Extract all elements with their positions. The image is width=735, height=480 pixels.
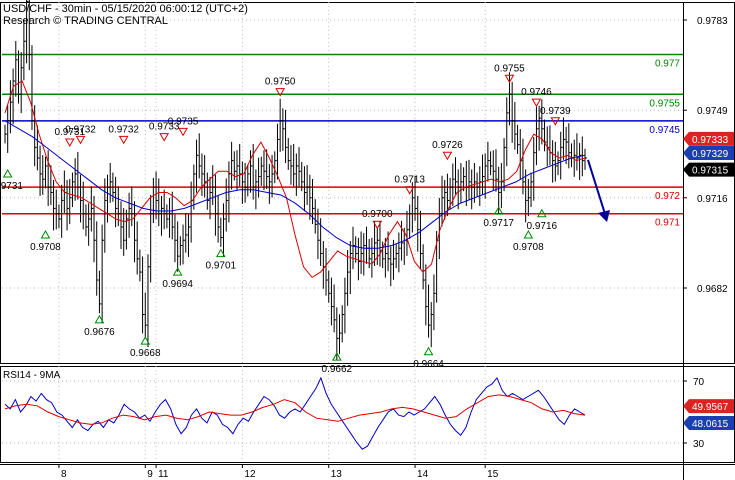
- swing-high-label: 0.9735: [168, 116, 199, 127]
- swing-high-marker: [372, 220, 383, 230]
- swing-high-label: 0.9732: [108, 124, 139, 135]
- level-label: 0.9755: [649, 98, 680, 109]
- price-tick-label: 0.9716: [697, 194, 728, 205]
- swing-low-marker: [331, 352, 342, 361]
- price-badge: [683, 131, 734, 146]
- price-badge: [683, 145, 734, 160]
- x-tick-label: 12: [244, 469, 256, 480]
- rsi-badge-label: 48.0615: [692, 419, 729, 430]
- projection-arrowhead: [598, 209, 610, 222]
- swing-low-label: 0.9676: [84, 327, 115, 338]
- price-tick-label: 0.9783: [697, 16, 728, 27]
- moving-average-slow: [4, 120, 586, 249]
- swing-low-marker: [215, 248, 226, 258]
- x-tick-label: 13: [331, 469, 343, 480]
- swing-high-label: 0.9726: [432, 140, 463, 151]
- level-label: 0.977: [655, 58, 680, 69]
- chart-title: USD/CHF - 30min - 05/15/2020 06:00:12 (U…: [3, 3, 248, 15]
- swing-high-marker: [178, 127, 188, 137]
- swing-high-label: 0.9750: [265, 77, 296, 88]
- swing-high-marker: [275, 88, 286, 97]
- swing-low-marker: [40, 230, 51, 239]
- rsi-badge-label: 49.9567: [692, 402, 729, 413]
- chart-credit: Research © TRADING CENTRAL: [3, 15, 168, 27]
- rsi-ma-line: [4, 394, 586, 425]
- rsi-tick-label: 70: [693, 377, 705, 388]
- swing-low-label: 0.9717: [483, 218, 514, 229]
- swing-low-label: 0.9731: [0, 181, 23, 192]
- price-tick-label: 0.9682: [697, 284, 728, 295]
- swing-high-marker: [159, 133, 170, 142]
- swing-high-marker: [531, 98, 542, 108]
- x-tick-label: 15: [487, 469, 499, 480]
- swing-low-marker: [2, 168, 13, 178]
- x-tick-label: 11: [158, 469, 169, 480]
- swing-low-marker: [172, 267, 183, 276]
- swing-low-label: 0.9664: [413, 359, 444, 370]
- moving-average-fast: [4, 80, 586, 279]
- swing-low-marker: [536, 208, 547, 218]
- projection-arrow: [587, 159, 606, 215]
- level-label: 0.972: [655, 191, 680, 202]
- swing-high-marker: [404, 186, 415, 195]
- swing-low-label: 0.9708: [513, 242, 544, 253]
- x-tick-label: 14: [417, 469, 429, 480]
- swing-low-label: 0.9708: [30, 242, 61, 253]
- swing-low-label: 0.9662: [322, 364, 353, 375]
- swing-high-label: 0.9700: [362, 209, 393, 220]
- swing-high-label: 0.9713: [394, 175, 425, 186]
- rsi-title: RSI14 - 9MA: [3, 370, 61, 381]
- price-tick-label: 0.9749: [697, 106, 728, 117]
- swing-high-label: 0.9746: [521, 87, 552, 98]
- swing-low-label: 0.9701: [206, 261, 237, 272]
- rsi-panel: RSI14 - 9MA 70 30 49.9567 48.0615: [0, 366, 735, 463]
- rsi-badge: [683, 399, 734, 414]
- swing-low-label: 0.9716: [527, 221, 558, 232]
- level-label: 0.9745: [649, 125, 680, 136]
- rsi-tick-label: 30: [693, 439, 705, 450]
- rsi-badge: [683, 416, 734, 431]
- swing-low-marker: [493, 206, 504, 215]
- swing-high-marker: [118, 135, 129, 145]
- swing-high-marker: [504, 74, 515, 84]
- swing-low-label: 0.9668: [130, 348, 161, 359]
- swing-low-marker: [140, 336, 151, 345]
- swing-low-marker: [423, 346, 434, 356]
- swing-high-label: 0.9731: [54, 127, 85, 138]
- swing-high-label: 0.9733: [149, 122, 180, 133]
- swing-high-marker: [442, 151, 453, 161]
- price-badge-label: 0.97329: [692, 149, 729, 160]
- level-label: 0.971: [655, 218, 680, 229]
- swing-high-marker: [64, 138, 75, 147]
- swing-high-label: 0.9739: [540, 106, 571, 117]
- x-axis: 8 9 11 12 13 14 15: [0, 464, 735, 480]
- swing-low-marker: [523, 230, 534, 239]
- swing-low-marker: [94, 314, 105, 324]
- swing-high-marker: [75, 135, 86, 145]
- price-badge-label: 0.97333: [692, 135, 729, 146]
- swing-high-marker: [550, 117, 561, 126]
- swing-high-label: 0.9755: [494, 63, 525, 74]
- price-badge-label: 0.97315: [692, 166, 729, 177]
- swing-high-label: 0.9732: [65, 124, 96, 135]
- x-tick-label: 9: [147, 469, 153, 480]
- swing-low-label: 0.9694: [162, 279, 193, 290]
- price-badge: [683, 162, 734, 177]
- rsi-line: [4, 376, 586, 450]
- x-tick-label: 8: [61, 469, 67, 480]
